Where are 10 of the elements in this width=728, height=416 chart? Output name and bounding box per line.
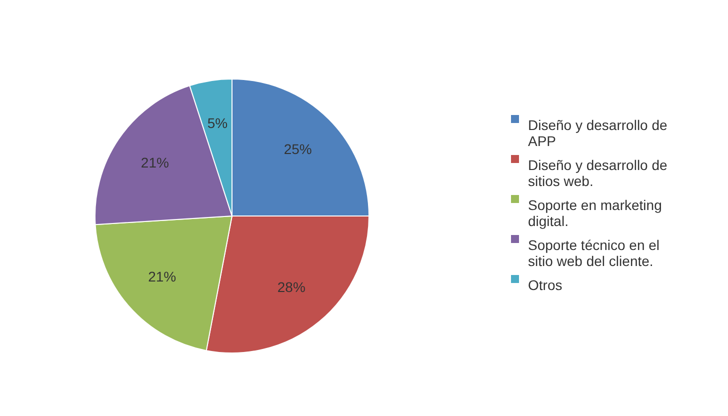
legend-label: Diseño y desarrollo de APP	[528, 117, 668, 149]
data-label: 21%	[140, 154, 169, 171]
data-label: 21%	[148, 268, 176, 285]
data-label: 5%	[207, 114, 228, 131]
legend-label: Soporte técnico en el sitio web del cliente.	[528, 237, 660, 269]
legend-label: Otros	[528, 277, 562, 293]
data-label: 28%	[277, 278, 306, 295]
legend-label: Diseño y desarrollo de sitios web.	[528, 157, 668, 189]
legend-label: Soporte en marketing digital.	[528, 197, 662, 229]
data-label: 25%	[284, 141, 312, 158]
